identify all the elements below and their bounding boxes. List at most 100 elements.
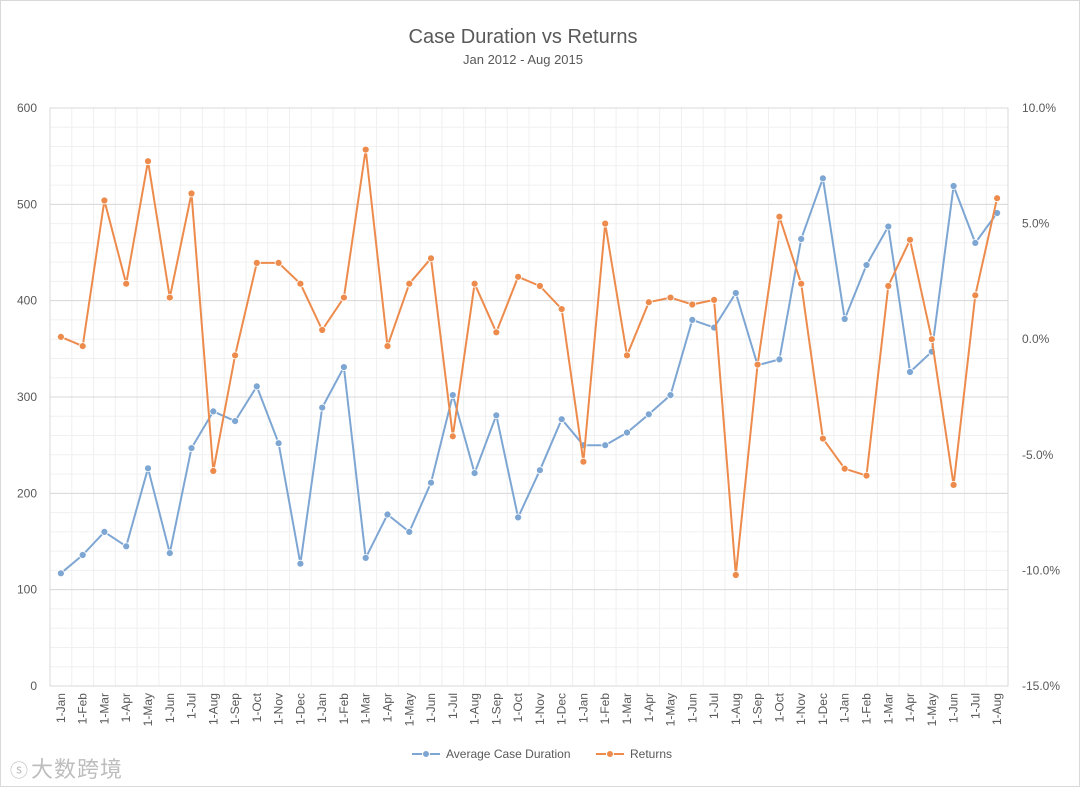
legend-item-returns[interactable]: Returns [596,747,672,761]
legend-item-duration[interactable]: Average Case Duration [412,747,571,761]
series-line [60,177,998,575]
x-axis-tick-label: 1-Oct [511,692,525,722]
data-point [383,342,392,351]
right-axis-tick-label: -5.0% [1022,448,1054,462]
data-point [797,235,806,243]
left-axis-tick-label: 600 [17,101,37,115]
data-point [427,478,435,487]
legend: Average Case Duration Returns [412,747,672,761]
data-point [318,403,327,412]
x-axis-ticks: 1-Jan 1-Feb 1-Mar 1-Apr 1-May 1-Jun 1-Jul 1-Aug… [54,692,1004,726]
x-axis-tick-label: 1-Aug [729,693,743,725]
left-axis-tick-label: 500 [17,197,37,211]
data-point [144,464,152,473]
data-point [710,295,718,304]
x-axis-tick-label: 1-Mar [620,693,634,724]
x-axis-tick-label: 1-Apr [380,693,394,722]
x-axis-tick-label: 1-Sep [489,693,503,725]
x-axis-tick-label: 1-Jun [685,693,699,723]
data-point [231,417,240,426]
data-point [688,300,697,309]
x-axis-tick-label: 1-Jan [838,693,852,723]
data-point [209,407,218,416]
data-point [296,279,305,288]
data-point [296,559,305,568]
data-point [448,391,457,400]
data-point [339,293,348,302]
x-axis-tick-label: 1-Jun [424,693,438,723]
data-point [383,510,392,519]
data-point [731,289,740,297]
data-point [252,258,261,267]
data-point [187,189,196,198]
data-point [536,282,544,290]
data-point [557,305,566,314]
data-point [688,315,697,324]
data-point [274,439,283,448]
data-point [753,360,762,369]
data-point [187,444,196,453]
data-point [78,342,87,351]
right-axis-ticks: -15.0% -10.0% -5.0% 0.0% 5.0% 10.0% [1022,101,1060,693]
data-point [100,196,109,205]
x-axis-tick-label: 1-Aug [990,693,1004,725]
x-axis-tick-label: 1-Jun [163,693,177,723]
data-point [601,219,610,228]
data-point [339,363,348,372]
data-point [906,235,914,244]
data-point [492,411,501,420]
data-point [361,145,370,154]
left-axis-ticks: 0 100 200 300 400 500 600 [17,101,37,693]
x-axis-tick-label: 1-Apr [119,693,133,722]
data-point [252,382,261,391]
x-axis-tick-label: 1-Feb [598,693,612,725]
data-point [797,279,806,288]
data-point [579,457,588,466]
logo-icon: ⓢ [10,761,29,782]
data-point [209,467,218,475]
data-point [557,415,566,424]
x-axis-tick-label: 1-Nov [794,693,808,725]
x-axis-tick-label: 1-Dec [555,693,569,725]
chart-subtitle: Jan 2012 - Aug 2015 [463,52,583,67]
data-point [906,368,914,376]
data-point [862,261,871,269]
legend-marker-duration [422,750,430,758]
x-axis-tick-label: 1-Feb [337,693,351,725]
data-point [623,351,631,360]
data-point [884,222,893,231]
x-axis-tick-label: 1-Nov [272,693,286,725]
left-axis-tick-label: 100 [17,583,37,597]
x-axis-tick-label: 1-Jan [54,693,68,723]
data-point [492,328,501,337]
data-point [318,326,327,334]
data-point [623,428,631,437]
data-point [731,571,740,579]
data-point [57,569,65,578]
data-point [514,272,522,281]
x-axis-tick-label: 1-May [141,693,155,726]
data-point [405,528,414,536]
data-point [78,551,87,559]
data-point [666,293,675,302]
data-point [536,466,544,475]
right-axis-tick-label: 10.0% [1022,101,1056,115]
data-point [274,258,283,267]
data-point [165,293,174,302]
x-axis-tick-label: 1-Aug [206,693,220,725]
series-line [60,148,999,576]
legend-marker-returns [606,750,614,758]
data-point [470,279,479,288]
data-point [601,441,610,450]
x-axis-tick-label: 1-Sep [228,693,242,725]
data-point [927,335,936,344]
x-axis-tick-label: 1-Feb [76,693,90,725]
right-axis-tick-label: -15.0% [1022,679,1060,693]
series-returns [57,145,1001,579]
x-axis-tick-label: 1-May [925,693,939,726]
x-axis-tick-label: 1-Mar [881,693,895,724]
x-axis-tick-label: 1-Feb [859,693,873,725]
series-layer [57,145,1001,579]
left-axis-tick-label: 0 [30,679,37,693]
